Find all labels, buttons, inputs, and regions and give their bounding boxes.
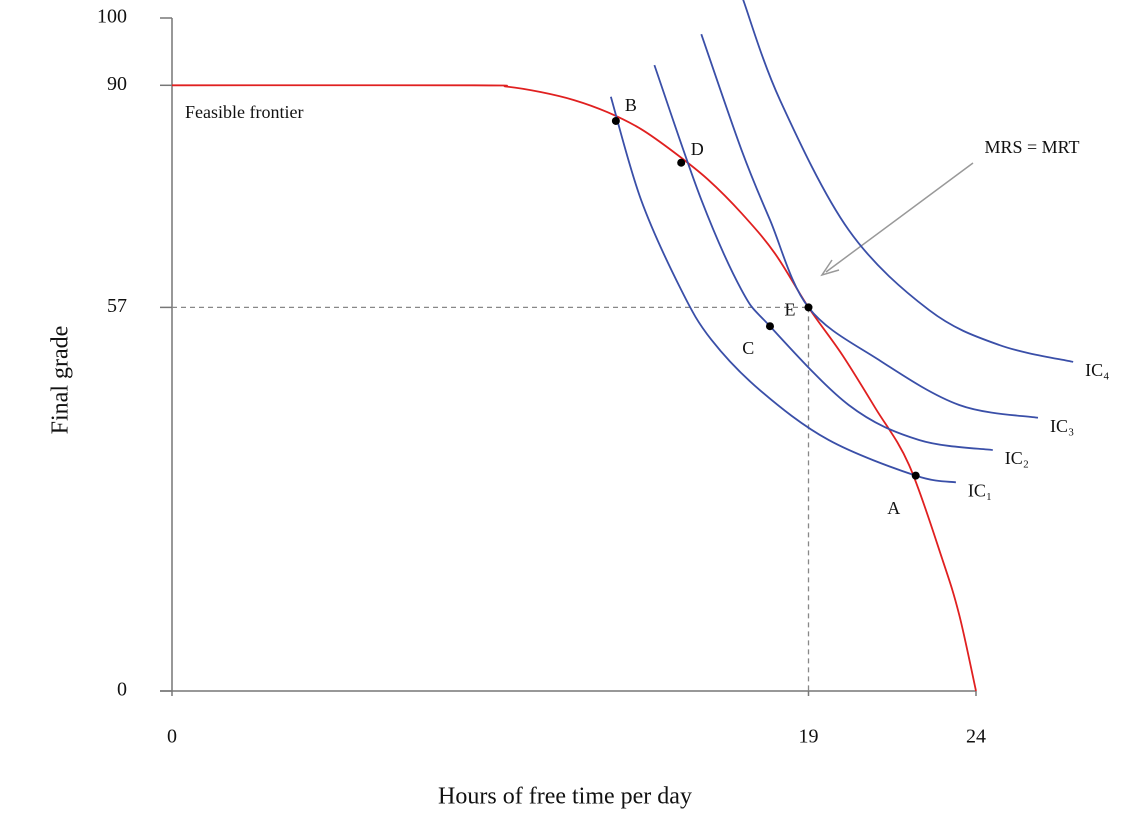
point (611, 116, 620, 125)
x-tick-label: 24 (966, 726, 986, 748)
y-axis-title: Final grade (48, 326, 74, 435)
y-tick-label: 90 (107, 73, 127, 95)
series-label: IC₁ (968, 480, 992, 500)
y-tick-label: 100 (97, 6, 127, 28)
point-label: A (887, 498, 900, 518)
annotation-arrow (825, 162, 974, 273)
point (765, 322, 774, 331)
curve (742, 0, 1074, 363)
x-tick-label: 0 (167, 726, 177, 748)
arrow-head (820, 259, 840, 277)
x-tick-label: 19 (799, 726, 819, 748)
curve (171, 84, 977, 692)
point (677, 158, 686, 167)
point-label: D (691, 139, 704, 159)
curve (653, 64, 993, 451)
series-label: IC₂ (1005, 448, 1029, 468)
y-tick-label: 57 (107, 295, 127, 317)
series-label: IC₃ (1050, 416, 1074, 436)
point (804, 303, 813, 312)
annotation: MRS = MRT (984, 137, 1079, 157)
series-label: Feasible frontier (185, 102, 303, 122)
point-label: E (784, 299, 795, 319)
series-label: IC₄ (1085, 360, 1109, 380)
y-tick-label: 0 (117, 679, 127, 701)
x-axis-title: Hours of free time per day (438, 784, 692, 810)
point (911, 471, 920, 480)
curve (609, 96, 957, 484)
point-label: B (625, 95, 637, 115)
point-label: C (742, 338, 754, 358)
